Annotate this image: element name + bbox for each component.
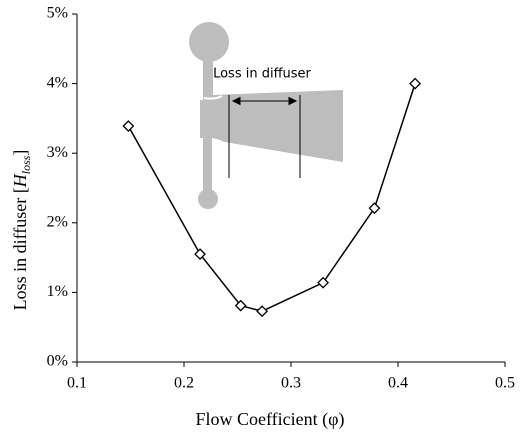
y-tick-label: 4% bbox=[47, 74, 68, 91]
marker bbox=[256, 305, 269, 318]
marker bbox=[194, 248, 206, 261]
marker bbox=[234, 299, 247, 312]
inset-lines bbox=[228, 95, 301, 178]
x-tick-label: 0.1 bbox=[67, 375, 87, 392]
marker bbox=[368, 202, 381, 215]
y-tick-label: 0% bbox=[47, 353, 68, 370]
y-label-part: ] bbox=[10, 150, 30, 156]
y-tick-label: 2% bbox=[47, 213, 68, 230]
marker bbox=[409, 77, 422, 90]
inset-diagram bbox=[189, 22, 343, 209]
marker bbox=[317, 276, 330, 289]
x-tick-label: 0.3 bbox=[281, 375, 301, 392]
x-tick-label: 0.2 bbox=[174, 375, 194, 392]
marker bbox=[122, 120, 135, 132]
y-label-part: H bbox=[10, 173, 30, 188]
x-tick-label: 0.4 bbox=[388, 375, 408, 392]
y-tick-label: 1% bbox=[47, 283, 68, 300]
y-tick-label: 3% bbox=[47, 144, 68, 161]
y-label-part: loss bbox=[19, 155, 33, 174]
x-axis-label: Flow Coefficient (φ) bbox=[195, 409, 344, 430]
annotation: Loss in diffuser bbox=[213, 67, 311, 82]
y-label-part: Loss in diffuser [ bbox=[10, 187, 30, 310]
y-tick-label: 5% bbox=[47, 5, 68, 22]
y-axis-label: Loss in diffuser [Hloss] bbox=[10, 150, 33, 311]
x-tick-label: 0.5 bbox=[495, 375, 515, 392]
